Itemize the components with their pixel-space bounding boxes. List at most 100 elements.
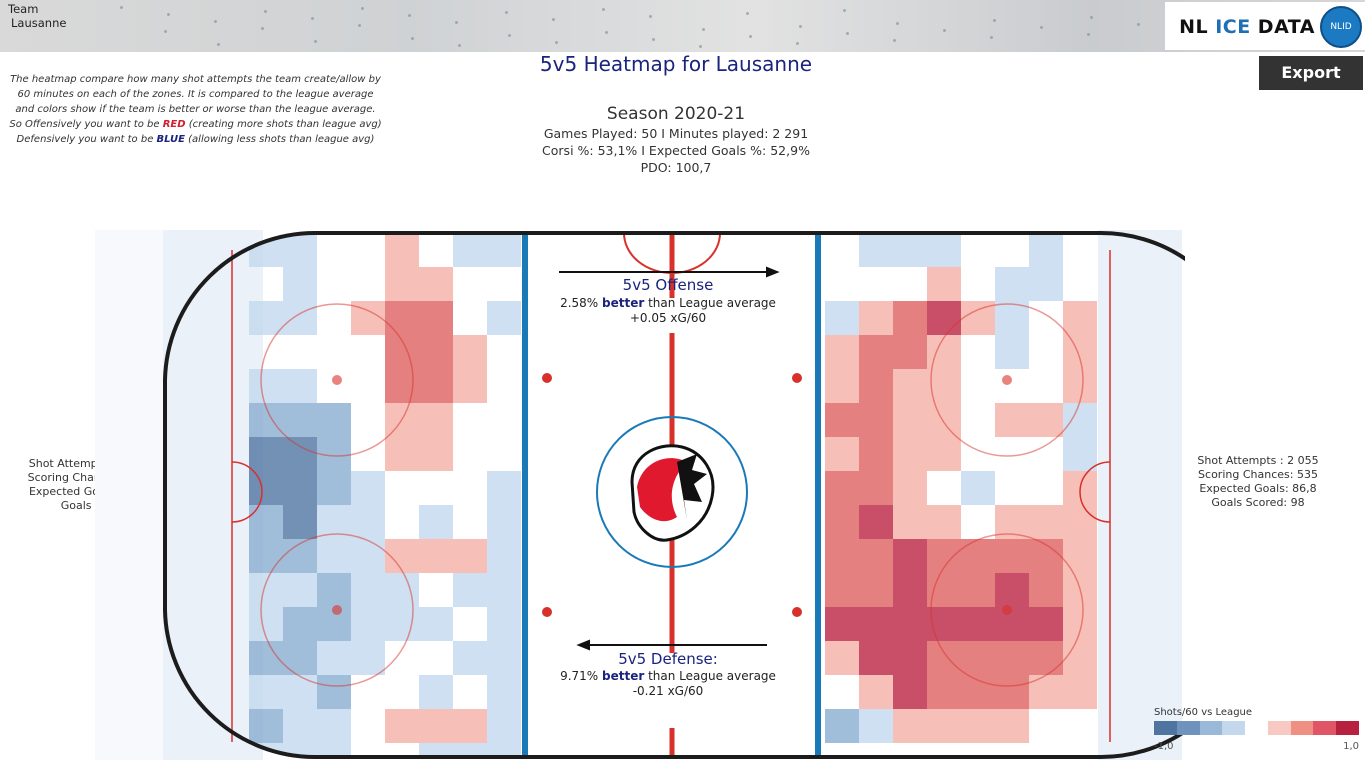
defense-label: 5v5 Defense: — [618, 650, 718, 668]
heatmap-cell — [1029, 675, 1063, 709]
heatmap-cell — [927, 573, 961, 607]
heatmap-cell — [859, 505, 893, 539]
heatmap-cell — [893, 471, 927, 505]
heatmap-cell — [927, 267, 961, 301]
logo-part-ice: ICE — [1215, 16, 1251, 38]
banner-speck — [458, 44, 461, 47]
team-label: Team Lausanne — [8, 2, 66, 30]
heatmap-cell — [283, 233, 317, 267]
team-label-line1: Team — [8, 2, 39, 16]
heatmap-cell — [487, 505, 521, 539]
heatmap-cell — [1029, 607, 1063, 641]
center-circle — [596, 416, 748, 568]
banner-speck — [990, 36, 993, 39]
banner-speck — [455, 21, 458, 24]
heatmap-cell — [351, 505, 385, 539]
heatmap-cell — [893, 437, 927, 471]
heatmap-cell — [859, 607, 893, 641]
header-banner: Team Lausanne NL ICE DATA NLID — [0, 0, 1365, 52]
heatmap-cell — [487, 233, 521, 267]
heatmap-cell — [893, 369, 927, 403]
heatmap-cell — [859, 301, 893, 335]
badge-text: NLID — [1330, 22, 1352, 32]
neutral-dot-bl — [542, 607, 552, 617]
banner-speck — [893, 39, 896, 42]
neutral-dot-tr — [792, 373, 802, 383]
team-stats: Games Played: 50 I Minutes played: 2 291… — [480, 125, 872, 176]
heatmap-cell — [825, 301, 859, 335]
export-button[interactable]: Export — [1259, 56, 1363, 90]
banner-speck — [1087, 33, 1090, 36]
heatmap-cell — [961, 539, 995, 573]
banner-speck — [120, 6, 123, 9]
heatmap-cell — [317, 573, 351, 607]
heatmap-cell — [249, 437, 283, 471]
heatmap-cell — [1063, 505, 1097, 539]
heatmap-cell — [825, 437, 859, 471]
defense-xg: -0.21 xG/60 — [632, 684, 704, 698]
heatmap-cell — [859, 233, 893, 267]
heatmap-cell — [995, 505, 1029, 539]
offense-rest: than League average — [644, 296, 776, 310]
heatmap-cell — [1063, 675, 1097, 709]
heatmap-cell — [419, 369, 453, 403]
heatmap-cell — [825, 335, 859, 369]
heatmap-cell — [1029, 641, 1063, 675]
right-crease — [1079, 461, 1111, 523]
heatmap-cell — [317, 403, 351, 437]
heatmap-cell — [385, 573, 419, 607]
logo-part-nl: NL — [1179, 16, 1216, 38]
heatmap-cell — [1029, 505, 1063, 539]
heatmap-cell — [385, 607, 419, 641]
season-label: Season 2020-21 — [606, 104, 746, 124]
heatmap-cell — [995, 607, 1029, 641]
heatmap-cell — [249, 709, 283, 743]
heatmap-cell — [893, 301, 927, 335]
heatmap-cell — [419, 709, 453, 743]
faceoff-dot-tr — [1002, 375, 1012, 385]
legend-swatch — [1336, 721, 1360, 735]
heatmap-cell — [893, 233, 927, 267]
faceoff-dot-tl — [332, 375, 342, 385]
heatmap-cell — [283, 471, 317, 505]
heatmap-cell — [927, 233, 961, 267]
heatmap-cell — [283, 369, 317, 403]
heatmap-cell — [385, 709, 419, 743]
defense-summary: 9.71% better than League average -0.21 x… — [543, 669, 793, 699]
left-glass-shade — [163, 230, 263, 760]
explanation-line3: Defensively you want to be BLUE (allowin… — [8, 132, 383, 147]
heatmap-cell — [995, 335, 1029, 369]
legend-swatch — [1267, 721, 1291, 735]
heatmap-cell — [351, 539, 385, 573]
legend-title: Shots/60 vs League — [1154, 707, 1253, 718]
brand-logo[interactable]: NL ICE DATA NLID — [1165, 2, 1365, 50]
left-crease — [231, 461, 263, 523]
trophy-badge-icon: NLID — [1320, 6, 1362, 48]
heatmap-cell — [825, 471, 859, 505]
heatmap-cell — [249, 675, 283, 709]
heatmap-cell — [825, 369, 859, 403]
banner-speck — [993, 19, 996, 22]
heatmap-cell — [283, 505, 317, 539]
legend-swatch — [1199, 721, 1223, 735]
heatmap-cell — [893, 573, 927, 607]
heatmap-cell — [927, 301, 961, 335]
heatmap-cell — [249, 573, 283, 607]
banner-speck — [799, 25, 802, 28]
heatmap-cell — [1029, 573, 1063, 607]
heatmap-cell — [927, 403, 961, 437]
shot-attempts: Shot Attempts : 2 055 — [1197, 454, 1319, 467]
heatmap-cell — [995, 709, 1029, 743]
banner-speck — [749, 35, 752, 38]
heatmap-cell — [453, 641, 487, 675]
heatmap-cell — [351, 641, 385, 675]
faceoff-dot-bl — [332, 605, 342, 615]
heatmap-cell — [453, 573, 487, 607]
banner-speck — [508, 34, 511, 37]
expected-goals: Expected Goals: 86,8 — [1199, 482, 1317, 495]
explanation-blue: BLUE — [156, 134, 185, 145]
heatmap-cell — [487, 471, 521, 505]
heatmap-cell — [961, 573, 995, 607]
banner-speck — [649, 15, 652, 18]
heatmap-cell — [453, 369, 487, 403]
